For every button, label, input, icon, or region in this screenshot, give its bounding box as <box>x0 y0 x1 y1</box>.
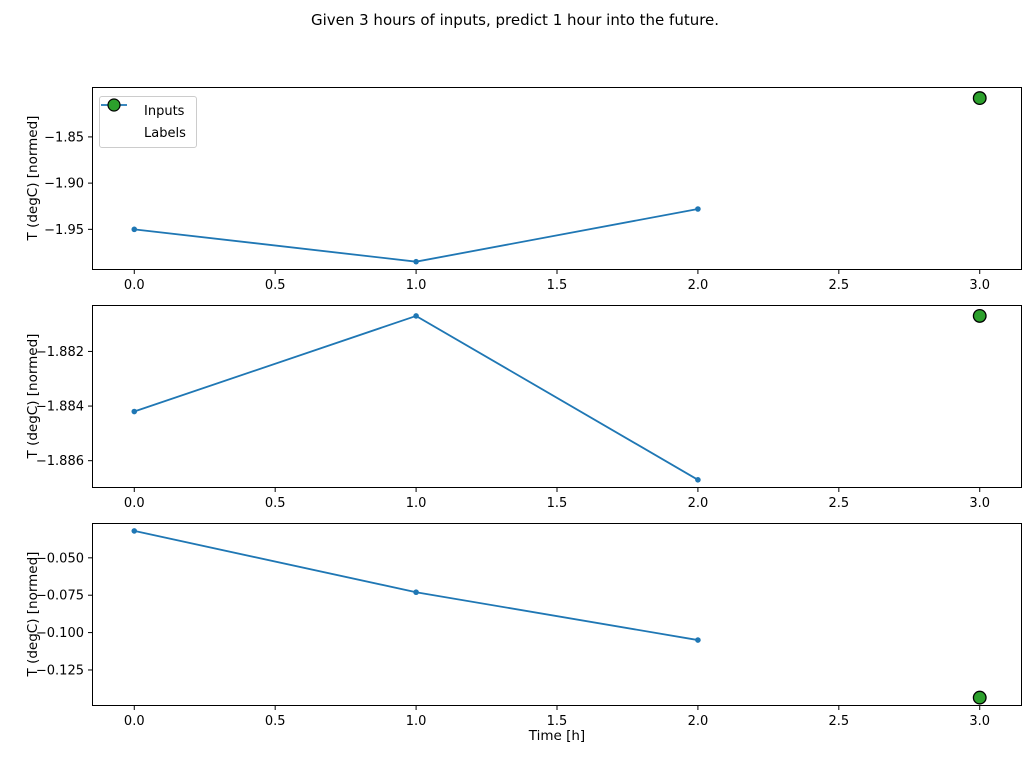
legend-entry-labels: Labels <box>107 98 186 144</box>
x-tick-label: 2.0 <box>688 278 709 293</box>
x-tick-label: 1.5 <box>547 278 568 293</box>
y-axis-label-middle: T (degC) [normed] <box>25 333 41 459</box>
subplot-middle: 0.0 0.5 1.0 1.5 2.0 2.5 3.0 −1.882 −1.884 −1.886 <box>36 305 1022 511</box>
labels-point <box>972 91 987 106</box>
x-tick-label: 0.5 <box>265 496 286 511</box>
x-tick-label: 0.5 <box>265 714 286 729</box>
y-tick-label: −1.886 <box>36 454 84 469</box>
x-tick-label: 2.5 <box>828 278 849 293</box>
input-point <box>131 226 138 233</box>
input-point <box>695 477 701 483</box>
x-tick-label: 3.0 <box>969 278 990 293</box>
x-tick-label: 2.5 <box>828 496 849 511</box>
x-tick-label: 0.0 <box>124 496 145 511</box>
labels-point <box>972 308 987 323</box>
input-point <box>695 637 701 643</box>
plot-area-middle: 0.0 0.5 1.0 1.5 2.0 2.5 3.0 −1.882 −1.884 −1.886 <box>36 305 1022 511</box>
legend-label-labels: Labels <box>144 125 186 141</box>
x-tick-label: 1.5 <box>547 714 568 729</box>
x-tick-label: 1.0 <box>406 714 427 729</box>
input-point <box>413 258 419 265</box>
x-tick-label: 2.5 <box>828 714 849 729</box>
plot-area-top: 0.0 0.5 1.0 1.5 2.0 2.5 3.0 −1.85 −1.90 −1.95 <box>44 87 1022 293</box>
x-tick-label: 0.0 <box>124 278 145 293</box>
y-tick-label: −1.882 <box>36 345 84 360</box>
legend-label-inputs: Inputs <box>144 103 185 119</box>
x-tick-label: 3.0 <box>969 714 990 729</box>
y-tick-label: −1.90 <box>44 177 84 192</box>
x-tick-label: 1.5 <box>547 496 568 511</box>
input-point <box>131 528 138 534</box>
y-tick-label: −0.075 <box>36 589 84 604</box>
y-tick-label: −0.125 <box>36 663 84 678</box>
input-point <box>413 313 419 319</box>
inputs-line <box>133 314 699 481</box>
axes-spines <box>92 305 1022 488</box>
input-point <box>413 589 419 596</box>
x-tick-label: 0.0 <box>124 714 145 729</box>
axes-spines <box>92 523 1022 706</box>
x-tick-label: 2.0 <box>688 714 709 729</box>
y-tick-label: −0.100 <box>36 626 84 641</box>
y-tick-label: −1.95 <box>44 223 84 238</box>
plot-area-bottom: 0.0 0.5 1.0 1.5 2.0 2.5 3.0 −0.050 −0.075 −0.100 −… <box>36 523 1022 729</box>
x-tick-label: 1.0 <box>406 496 427 511</box>
inputs-line <box>134 530 699 641</box>
y-tick-label: −0.050 <box>36 551 84 566</box>
input-point <box>695 206 701 212</box>
y-axis-label-top: T (degC) [normed] <box>25 115 41 241</box>
y-tick-label: −1.884 <box>36 400 84 415</box>
x-tick-label: 3.0 <box>969 496 990 511</box>
figure-title: Given 3 hours of inputs, predict 1 hour … <box>310 11 720 29</box>
x-tick-label: 1.0 <box>406 278 427 293</box>
x-tick-label: 0.5 <box>265 278 286 293</box>
subplot-bottom: 0.0 0.5 1.0 1.5 2.0 2.5 3.0 −0.050 −0.075 −0.100 −… <box>36 523 1022 729</box>
labels-marker-icon <box>107 98 135 141</box>
input-point <box>131 408 138 415</box>
subplot-top: 0.0 0.5 1.0 1.5 2.0 2.5 3.0 −1.85 −1.90 −1.95 Inp… <box>44 87 1022 293</box>
y-axis-label-bottom: T (degC) [normed] <box>25 551 41 677</box>
inputs-line <box>134 208 699 263</box>
x-tick-label: 2.0 <box>688 496 709 511</box>
x-axis-label: Time [h] <box>528 728 586 744</box>
legend: Inputs Labels <box>99 96 197 148</box>
y-tick-label: −1.85 <box>44 130 84 145</box>
axes-spines <box>92 87 1022 270</box>
labels-point <box>972 690 987 705</box>
